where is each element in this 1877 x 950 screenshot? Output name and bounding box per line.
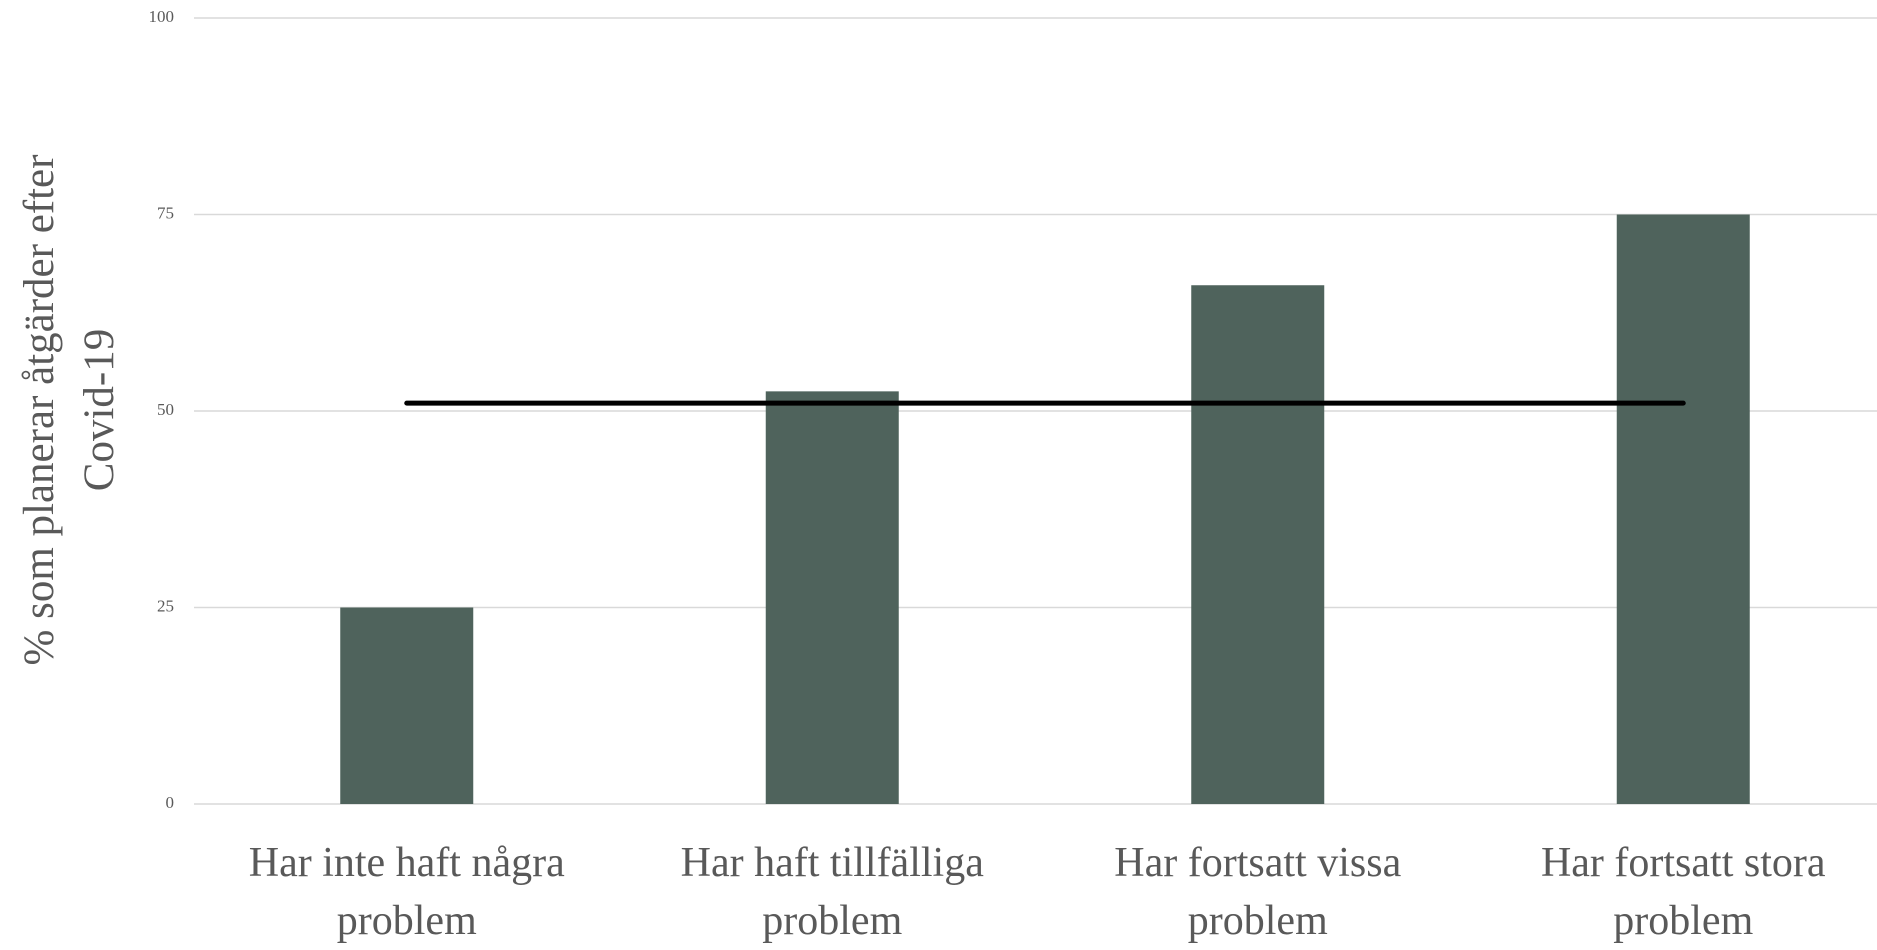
y-tick-label: 75	[157, 203, 174, 222]
bar	[1191, 285, 1325, 804]
x-tick-label: Har fortsatt vissa problem	[1114, 840, 1402, 944]
y-tick-label: 25	[157, 596, 174, 615]
x-tick-label: Har inte haft några problem	[248, 840, 565, 944]
y-tick-label: 0	[166, 793, 175, 812]
y-tick-label: 100	[149, 7, 175, 26]
y-tick-label: 50	[157, 400, 174, 419]
bar	[1616, 214, 1750, 804]
bar	[765, 391, 899, 804]
y-axis-title: % som planerar åtgärder efter Covid-19	[16, 154, 123, 666]
bar	[340, 607, 474, 804]
x-tick-label: Har haft tillfälliga problem	[680, 840, 984, 944]
x-tick-label: Har fortsatt stora problem	[1540, 840, 1826, 944]
